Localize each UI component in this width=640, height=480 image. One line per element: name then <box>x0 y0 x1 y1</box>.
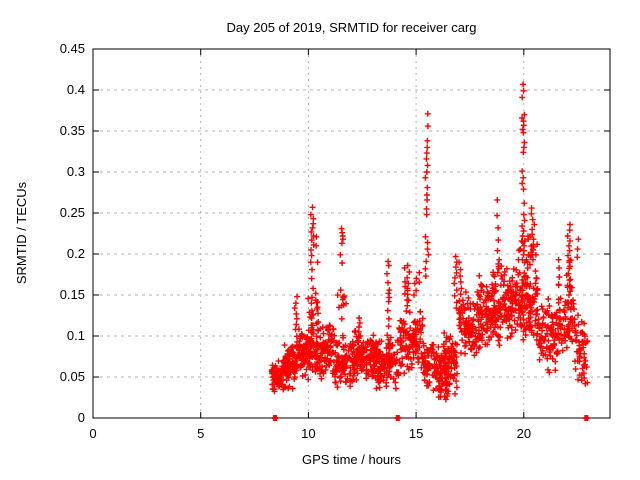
x-axis-label: GPS time / hours <box>302 452 401 467</box>
y-tick-label: 0 <box>77 410 85 425</box>
y-tick-label: 0.2 <box>66 246 85 261</box>
x-tick-label: 10 <box>301 426 316 441</box>
chart-title: Day 205 of 2019, SRMTID for receiver car… <box>226 20 477 35</box>
y-tick-label: 0.3 <box>66 164 85 179</box>
plot-border <box>92 48 611 419</box>
y-tick-label: 0.4 <box>66 82 85 97</box>
y-tick-label: 0.1 <box>66 328 85 343</box>
x-tick-label: 0 <box>89 426 97 441</box>
y-tick-label: 0.35 <box>59 123 85 138</box>
x-tick-label: 15 <box>408 426 424 441</box>
y-tick-label: 0.15 <box>59 287 85 302</box>
y-tick-label: 0.25 <box>59 205 85 220</box>
x-tick-label: 20 <box>516 426 532 441</box>
y-tick-label: 0.05 <box>59 369 85 384</box>
scatter-points <box>268 81 591 403</box>
zero-value-points <box>272 415 590 421</box>
y-tick-label: 0.45 <box>59 41 85 56</box>
x-tick-label: 5 <box>197 426 205 441</box>
